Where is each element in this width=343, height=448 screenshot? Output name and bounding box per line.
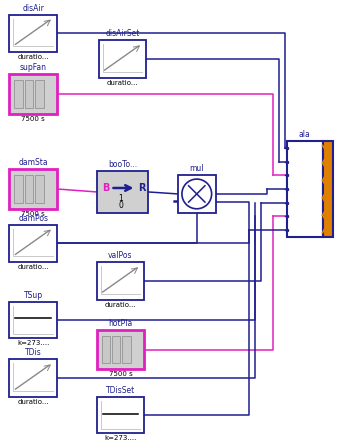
Bar <box>10 302 57 338</box>
Text: k=273....: k=273.... <box>17 340 49 345</box>
Text: duratio...: duratio... <box>17 264 49 270</box>
Text: mul: mul <box>190 164 204 173</box>
Bar <box>112 336 120 363</box>
Bar <box>10 359 57 397</box>
Bar <box>25 80 33 108</box>
Text: R: R <box>138 183 146 193</box>
Text: B: B <box>102 183 109 193</box>
Bar <box>97 171 148 213</box>
Bar <box>102 336 110 363</box>
Text: TDisSet: TDisSet <box>106 386 135 395</box>
Bar <box>14 80 23 108</box>
Bar <box>122 336 131 363</box>
Text: duratio...: duratio... <box>17 399 49 405</box>
Bar <box>14 175 23 203</box>
Bar <box>10 169 57 209</box>
Bar <box>25 175 33 203</box>
Text: 0: 0 <box>118 201 123 210</box>
Text: TSup: TSup <box>24 291 43 300</box>
Text: valPos: valPos <box>108 251 133 260</box>
Bar <box>97 397 144 433</box>
Bar <box>287 142 323 237</box>
Text: disAirSet: disAirSet <box>105 30 140 39</box>
Text: duratio...: duratio... <box>17 54 49 60</box>
Text: 7500 s: 7500 s <box>109 371 132 377</box>
Bar <box>10 15 57 52</box>
Text: ala: ala <box>299 130 311 139</box>
Text: duratio...: duratio... <box>107 80 138 86</box>
Bar <box>35 175 44 203</box>
Text: supFan: supFan <box>20 63 47 72</box>
Bar <box>97 330 144 369</box>
Text: disAir: disAir <box>22 4 44 13</box>
Text: damSta: damSta <box>19 158 48 167</box>
Text: 7500 s: 7500 s <box>21 116 45 122</box>
Text: damPos: damPos <box>18 214 48 223</box>
Text: booTo...: booTo... <box>108 160 137 169</box>
Bar <box>35 80 44 108</box>
Text: 7500 s: 7500 s <box>21 211 45 217</box>
Bar <box>99 40 146 78</box>
Text: TDis: TDis <box>25 349 42 358</box>
Bar <box>10 74 57 114</box>
Text: 1: 1 <box>118 194 123 203</box>
Bar <box>323 142 332 237</box>
Bar <box>178 175 216 213</box>
Text: duratio...: duratio... <box>105 302 136 308</box>
Bar <box>10 224 57 263</box>
Text: k=273....: k=273.... <box>104 435 137 441</box>
Text: hotPla: hotPla <box>108 319 133 327</box>
Bar <box>97 263 144 300</box>
